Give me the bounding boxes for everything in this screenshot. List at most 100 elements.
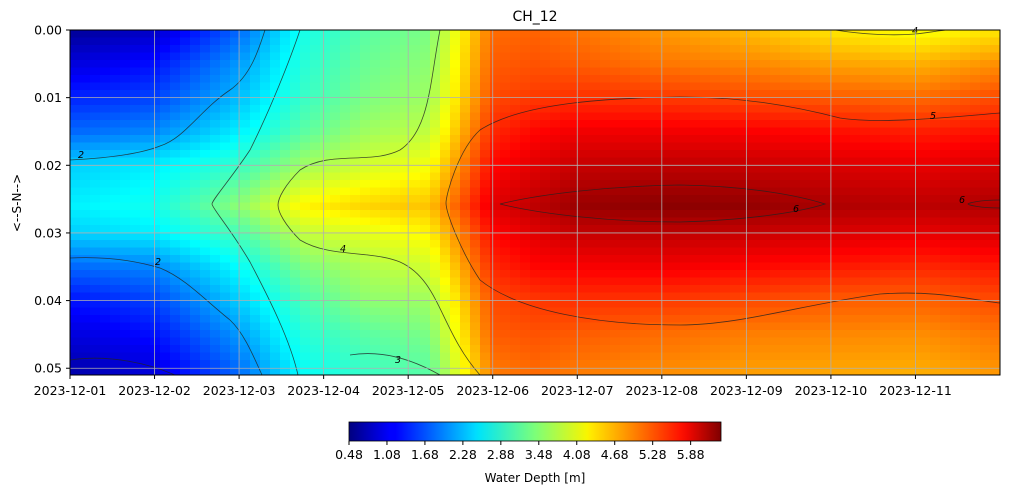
- heatmap-cell: [550, 75, 561, 84]
- heatmap-cell: [610, 352, 621, 361]
- heatmap-cell: [900, 255, 911, 264]
- heatmap-cell: [390, 67, 401, 76]
- heatmap-cell: [370, 300, 381, 309]
- heatmap-cell: [710, 90, 721, 99]
- heatmap-cell: [600, 337, 611, 346]
- heatmap-cell: [880, 180, 891, 189]
- heatmap-cell: [230, 142, 241, 151]
- heatmap-cell: [260, 172, 271, 181]
- heatmap-cell: [440, 210, 451, 219]
- heatmap-cell: [120, 37, 131, 46]
- heatmap-cell: [930, 330, 941, 339]
- heatmap-cell: [890, 112, 901, 121]
- heatmap-cell: [980, 60, 991, 69]
- heatmap-cell: [960, 150, 971, 159]
- heatmap-cell: [520, 97, 531, 106]
- heatmap-cell: [500, 150, 511, 159]
- heatmap-cell: [770, 135, 781, 144]
- heatmap-cell: [290, 165, 301, 174]
- heatmap-cell: [220, 352, 231, 361]
- heatmap-cell: [340, 30, 351, 39]
- heatmap-cell: [570, 150, 581, 159]
- heatmap-cell: [130, 345, 141, 354]
- heatmap-cell: [760, 307, 771, 316]
- heatmap-cell: [100, 82, 111, 91]
- heatmap-cell: [760, 315, 771, 324]
- heatmap-cell: [940, 210, 951, 219]
- heatmap-cell: [560, 30, 571, 39]
- heatmap-cell: [680, 360, 691, 369]
- heatmap-cell: [850, 307, 861, 316]
- heatmap-cell: [940, 202, 951, 211]
- heatmap-cell: [370, 105, 381, 114]
- heatmap-cell: [950, 45, 961, 54]
- heatmap-cell: [770, 225, 781, 234]
- heatmap-cell: [940, 337, 951, 346]
- heatmap-cell: [240, 352, 251, 361]
- heatmap-cell: [90, 172, 101, 181]
- heatmap-cell: [90, 255, 101, 264]
- heatmap-cell: [580, 37, 591, 46]
- heatmap-cell: [750, 180, 761, 189]
- heatmap-cell: [490, 337, 501, 346]
- heatmap-cell: [500, 120, 511, 129]
- heatmap-cell: [210, 337, 221, 346]
- heatmap-cell: [830, 345, 841, 354]
- heatmap-cell: [150, 285, 161, 294]
- heatmap-cell: [770, 277, 781, 286]
- heatmap-cell: [730, 142, 741, 151]
- heatmap-cell: [700, 172, 711, 181]
- heatmap-cell: [450, 97, 461, 106]
- heatmap-cell: [120, 210, 131, 219]
- heatmap-cell: [790, 285, 801, 294]
- heatmap-cell: [430, 240, 441, 249]
- heatmap-cell: [970, 195, 981, 204]
- heatmap-cell: [650, 345, 661, 354]
- heatmap-cell: [710, 217, 721, 226]
- heatmap-cell: [230, 210, 241, 219]
- heatmap-cell: [820, 105, 831, 114]
- heatmap-cell: [810, 97, 821, 106]
- heatmap-cell: [220, 135, 231, 144]
- heatmap-cell: [870, 37, 881, 46]
- heatmap-cell: [100, 307, 111, 316]
- heatmap-cell: [640, 345, 651, 354]
- heatmap-cell: [330, 202, 341, 211]
- heatmap-cell: [610, 97, 621, 106]
- heatmap-cell: [830, 247, 841, 256]
- heatmap-cell: [970, 277, 981, 286]
- heatmap-cell: [290, 300, 301, 309]
- heatmap-cell: [590, 45, 601, 54]
- heatmap-cell: [750, 82, 761, 91]
- heatmap-cell: [920, 45, 931, 54]
- heatmap-cell: [630, 240, 641, 249]
- heatmap-cell: [710, 315, 721, 324]
- heatmap-cell: [350, 307, 361, 316]
- heatmap-cell: [710, 75, 721, 84]
- heatmap-cell: [300, 105, 311, 114]
- heatmap-cell: [620, 210, 631, 219]
- heatmap-cell: [580, 127, 591, 136]
- heatmap-cell: [520, 82, 531, 91]
- heatmap-cell: [310, 150, 321, 159]
- heatmap-cell: [760, 300, 771, 309]
- heatmap-cell: [430, 97, 441, 106]
- heatmap-cell: [150, 217, 161, 226]
- heatmap-cell: [670, 202, 681, 211]
- heatmap-cell: [440, 195, 451, 204]
- heatmap-cell: [870, 337, 881, 346]
- heatmap-cell: [730, 45, 741, 54]
- heatmap-cell: [830, 307, 841, 316]
- heatmap-cell: [470, 195, 481, 204]
- heatmap-cell: [80, 262, 91, 271]
- heatmap-cell: [940, 330, 951, 339]
- heatmap-cell: [990, 292, 1000, 301]
- heatmap-cell: [420, 255, 431, 264]
- heatmap-cell: [250, 82, 261, 91]
- heatmap-cell: [280, 225, 291, 234]
- heatmap-cell: [940, 30, 951, 39]
- heatmap-cell: [880, 307, 891, 316]
- heatmap-cell: [520, 90, 531, 99]
- heatmap-cell: [950, 187, 961, 196]
- heatmap-cell: [700, 255, 711, 264]
